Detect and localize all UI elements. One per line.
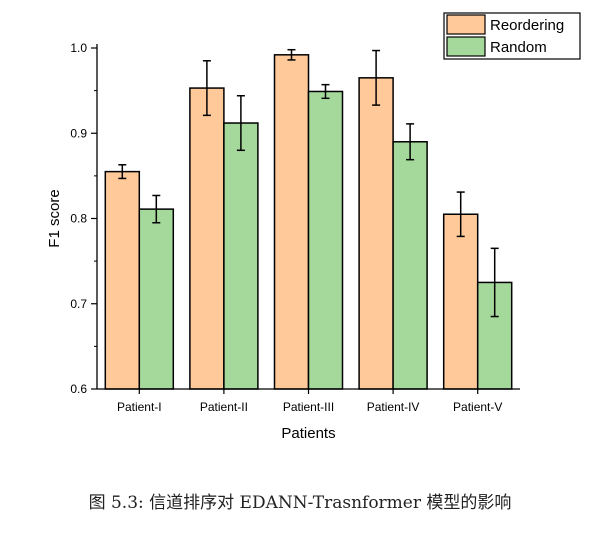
legend-swatch-reordering [446, 14, 486, 35]
x-tick-label-1: Patient-I [117, 400, 162, 414]
x-tick-label-5: Patient-V [453, 400, 502, 414]
y-tick-label-3: 0.8 [70, 212, 87, 226]
legend-label-random: Random [490, 39, 547, 56]
figure-caption: 图 5.3: 信道排序对 EDANN-Trasnformer 模型的影响 [88, 493, 512, 513]
bar-random-1 [138, 208, 175, 390]
chart-legend: Reordering Random [443, 12, 581, 60]
bar-random-4 [392, 141, 428, 390]
bar-reordering-3 [273, 54, 310, 390]
y-axis-title: F1 score [46, 189, 63, 247]
bar-random-3 [307, 90, 344, 390]
x-tick-label-2: Patient-II [200, 400, 248, 414]
x-axis-title: Patients [281, 425, 335, 442]
bar-reordering-4 [358, 77, 394, 390]
x-tick-label-3: Patient-III [283, 400, 334, 414]
y-tick-label-2: 0.7 [70, 297, 87, 311]
y-tick-label-5: 1.0 [70, 41, 87, 55]
bar-reordering-1 [104, 170, 141, 390]
bar-random-2 [223, 122, 259, 390]
bar-reordering-2 [189, 87, 225, 390]
chart-axes: Patient-I Patient-II Patient-III Patient-IV… [46, 41, 520, 442]
legend-label-reordering: Reordering [490, 17, 564, 34]
legend-swatch-random [446, 36, 486, 57]
bar-chart: Patient-I Patient-II Patient-III Patient-IV… [46, 12, 581, 442]
chart-marks [104, 48, 513, 390]
y-tick-label-1: 0.6 [70, 382, 87, 396]
x-tick-label-4: Patient-IV [367, 400, 420, 414]
bar-reordering-5 [442, 213, 479, 390]
y-tick-label-4: 0.9 [70, 126, 87, 140]
